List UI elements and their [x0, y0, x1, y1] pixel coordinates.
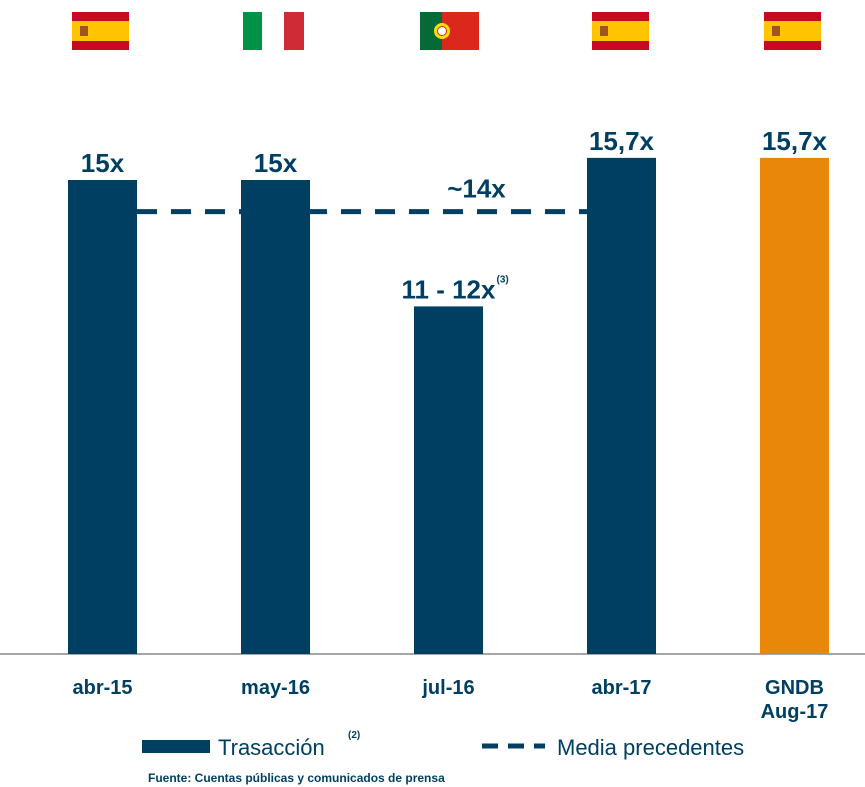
flag-portugal [420, 12, 479, 50]
flags [72, 12, 821, 50]
x-tick-label: may-16 [241, 677, 310, 699]
legend-note: (2) [348, 730, 360, 741]
bar [68, 180, 137, 654]
x-tick-label-line: abr-17 [591, 677, 651, 699]
x-tick-label: jul-16 [421, 677, 474, 699]
legend-swatch [142, 740, 210, 753]
x-tick-label-line: abr-15 [72, 677, 132, 699]
value-label: 15,7x [589, 126, 655, 156]
bar [587, 157, 656, 654]
x-tick-label: abr-17 [591, 677, 651, 699]
flag-spain [72, 12, 129, 50]
x-tick-label-line: may-16 [241, 677, 310, 699]
x-tick-label-line: GNDB [765, 677, 824, 699]
flag-italy [243, 12, 304, 50]
x-tick-label: GNDB Aug-17 [761, 677, 829, 723]
source: Fuente: Cuentas públicas y comunicados d… [148, 771, 445, 785]
value-label: 15x [81, 148, 125, 178]
bar [241, 180, 310, 654]
value-label: 15,7x [762, 126, 828, 156]
bar [414, 306, 483, 654]
reference-label: ~14x [447, 174, 506, 204]
flag-spain [764, 12, 821, 50]
legend-label: Trasacción [218, 735, 325, 760]
x-tick-label: abr-15 [72, 677, 132, 699]
flag-spain [592, 12, 649, 50]
legend-label: Media precedentes [557, 735, 744, 760]
value-label: 15x [254, 148, 298, 178]
x-tick-label-line: jul-16 [421, 677, 474, 699]
x-tick-label-line: Aug-17 [761, 701, 829, 723]
bar [760, 157, 829, 654]
value-label-note: (3) [496, 274, 508, 285]
value-label: 11 - 12x [402, 274, 497, 304]
